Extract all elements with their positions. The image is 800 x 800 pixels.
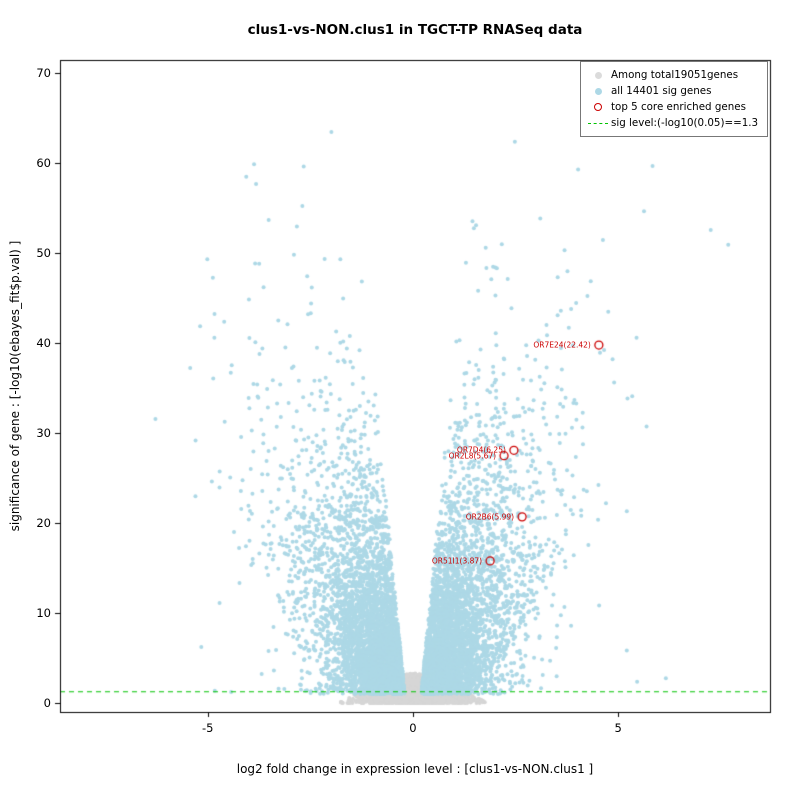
legend-label: Among total19051genes	[611, 69, 739, 81]
page-title: clus1-vs-NON.clus1 in TGCT-TP RNASeq dat…	[247, 22, 583, 38]
sig-genes-marker	[585, 87, 611, 95]
gene-label: OR51I1(3.87)	[431, 556, 483, 566]
gene-label: OR7E24(22.42)	[533, 340, 591, 350]
y-axis-label: significance of gene : [-log10(ebayes_fi…	[8, 240, 22, 532]
total-genes-marker	[585, 71, 611, 79]
sig-level-line-marker	[585, 122, 611, 124]
y-tick-label: 40	[36, 336, 51, 351]
x-tick-label: -5	[202, 721, 214, 735]
legend-label: all 14401 sig genes	[611, 85, 712, 97]
x-axis-label: log2 fold change in expression level : […	[236, 762, 594, 776]
x-tick-label: 0	[409, 721, 417, 735]
y-tick-label: 60	[36, 156, 51, 171]
x-tick-label: 5	[614, 721, 622, 735]
legend-label: top 5 core enriched genes	[611, 101, 746, 113]
gene-label: OR2L8(5.67)	[448, 451, 497, 461]
legend-item-sig-genes: all 14401 sig genes	[585, 83, 763, 99]
gene-label: OR2B6(5.99)	[465, 512, 515, 522]
core-enriched-marker	[585, 103, 611, 111]
y-tick-label: 20	[36, 516, 51, 531]
legend: Among total19051genes all 14401 sig gene…	[580, 61, 768, 137]
y-tick-label: 0	[43, 696, 51, 710]
legend-item-total-genes: Among total19051genes	[585, 67, 763, 83]
gene-label: OR7D4(6.25)	[456, 445, 506, 455]
y-tick-label: 30	[36, 426, 51, 441]
legend-item-sig-level: sig level:(-log10(0.05)==1.3	[585, 115, 763, 131]
y-tick-label: 70	[36, 66, 51, 81]
legend-item-core-enriched: top 5 core enriched genes	[585, 99, 763, 115]
legend-label: sig level:(-log10(0.05)==1.3	[611, 117, 759, 129]
y-tick-label: 50	[36, 246, 51, 261]
y-tick-label: 10	[36, 606, 51, 621]
